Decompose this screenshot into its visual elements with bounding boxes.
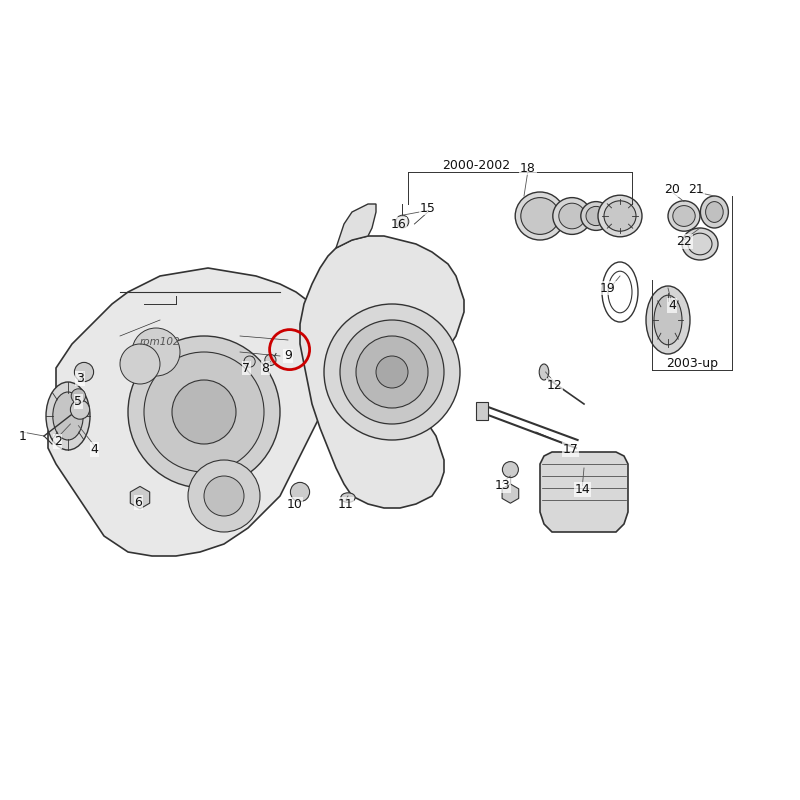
Text: 7: 7	[242, 362, 250, 374]
Circle shape	[290, 482, 310, 502]
Text: 9: 9	[284, 350, 292, 362]
Circle shape	[356, 336, 428, 408]
Ellipse shape	[706, 202, 723, 222]
Polygon shape	[540, 452, 628, 532]
Circle shape	[71, 389, 86, 403]
Ellipse shape	[539, 364, 549, 380]
Ellipse shape	[521, 198, 559, 234]
Text: 10: 10	[286, 498, 302, 510]
Text: 17: 17	[562, 443, 578, 456]
Text: 4: 4	[90, 443, 98, 456]
Circle shape	[144, 352, 264, 472]
FancyBboxPatch shape	[476, 402, 488, 420]
Circle shape	[396, 215, 409, 228]
Text: 12: 12	[546, 379, 562, 392]
Text: 3: 3	[76, 372, 84, 385]
Text: 18: 18	[520, 162, 536, 174]
Circle shape	[502, 462, 518, 478]
Text: 2000-2002: 2000-2002	[442, 159, 510, 172]
Circle shape	[265, 354, 276, 366]
Ellipse shape	[673, 206, 695, 226]
Ellipse shape	[553, 198, 591, 234]
Ellipse shape	[598, 195, 642, 237]
Polygon shape	[130, 486, 150, 509]
Circle shape	[340, 320, 444, 424]
Circle shape	[120, 344, 160, 384]
Ellipse shape	[341, 493, 355, 502]
Text: 2: 2	[54, 435, 62, 448]
Circle shape	[244, 356, 255, 367]
Text: 14: 14	[574, 483, 590, 496]
Ellipse shape	[646, 286, 690, 354]
Polygon shape	[336, 204, 376, 248]
Circle shape	[132, 328, 180, 376]
Circle shape	[172, 380, 236, 444]
Ellipse shape	[515, 192, 565, 240]
Circle shape	[188, 460, 260, 532]
Polygon shape	[502, 484, 518, 503]
Circle shape	[204, 476, 244, 516]
Text: 5: 5	[74, 395, 82, 408]
Text: 21: 21	[688, 183, 704, 196]
Text: 2003-up: 2003-up	[666, 358, 718, 370]
Circle shape	[128, 336, 280, 488]
Text: 8: 8	[262, 362, 270, 374]
Polygon shape	[48, 268, 336, 556]
Ellipse shape	[654, 295, 682, 345]
Ellipse shape	[53, 392, 83, 440]
Text: 13: 13	[494, 479, 510, 492]
Ellipse shape	[668, 201, 700, 231]
Ellipse shape	[558, 203, 586, 229]
Ellipse shape	[581, 202, 611, 230]
Text: 20: 20	[664, 183, 680, 196]
Ellipse shape	[682, 228, 718, 260]
Text: 19: 19	[600, 282, 616, 294]
Ellipse shape	[46, 382, 90, 450]
Text: 15: 15	[420, 202, 436, 214]
Text: 4: 4	[668, 299, 676, 312]
Ellipse shape	[701, 196, 728, 228]
Text: 6: 6	[134, 496, 142, 509]
Polygon shape	[300, 236, 464, 508]
Ellipse shape	[586, 206, 606, 226]
Text: 11: 11	[338, 498, 354, 510]
Circle shape	[376, 356, 408, 388]
Text: 16: 16	[390, 218, 406, 230]
Text: rom102: rom102	[140, 338, 181, 347]
Text: 22: 22	[676, 235, 692, 248]
Circle shape	[74, 362, 94, 382]
Ellipse shape	[604, 201, 636, 231]
Circle shape	[70, 400, 90, 419]
Circle shape	[324, 304, 460, 440]
Text: 1: 1	[18, 430, 26, 442]
